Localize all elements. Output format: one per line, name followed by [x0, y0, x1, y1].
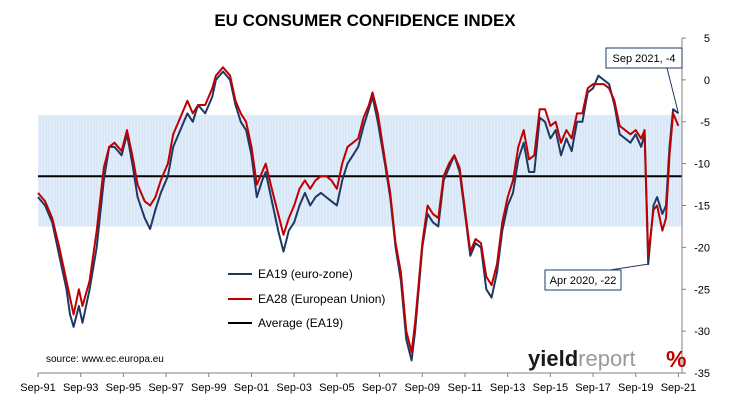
- legend: EA19 (euro-zone) EA28 (European Union) A…: [228, 267, 385, 330]
- y-tick-label: -25: [694, 284, 710, 296]
- x-tick-label: Sep-07: [362, 382, 397, 394]
- annotation-box: [544, 269, 622, 291]
- annotation-label: Apr 2020, -22: [550, 275, 617, 287]
- brand-text-report: report: [578, 346, 635, 371]
- x-tick-label: Sep-93: [63, 382, 98, 394]
- x-tick-label: Sep-09: [405, 382, 440, 394]
- legend-label-ea19: EA19 (euro-zone): [258, 267, 353, 281]
- legend-label-average: Average (EA19): [258, 316, 343, 330]
- annotation-leader: [666, 67, 679, 114]
- y-tick-label: -15: [694, 201, 710, 213]
- y-axis-ticks: 5 0 -5 -10 -15 -20 -25 -30 -35: [682, 33, 710, 380]
- chart-title: EU CONSUMER CONFIDENCE INDEX: [214, 11, 516, 30]
- source-note: source: www.ec.europa.eu: [46, 354, 164, 365]
- x-tick-label: Sep-19: [618, 382, 653, 394]
- annotation-label: Sep 2021, -4: [613, 53, 676, 65]
- annotation-box: [605, 47, 683, 69]
- annotations: Sep 2021, -4 Apr 2020, -22: [544, 47, 683, 291]
- y-tick-label: 5: [704, 33, 710, 45]
- y-tick-label: -10: [694, 159, 710, 171]
- series-line-ea19: [37, 70, 680, 362]
- annotation-leader: [609, 263, 649, 271]
- x-tick-label: Sep-91: [20, 382, 55, 394]
- brand-text-yield: yield: [528, 346, 578, 371]
- y-tick-label: -35: [694, 368, 710, 380]
- series-lines: [37, 66, 680, 362]
- x-tick-label: Sep-95: [106, 382, 141, 394]
- legend-label-ea28: EA28 (European Union): [258, 292, 385, 306]
- x-axis-ticks: Sep-91 Sep-93 Sep-95 Sep-97 Sep-99 Sep-01 Sep-…: [20, 373, 696, 394]
- x-tick-label: Sep-11: [448, 382, 483, 394]
- svg-text:yieldreport: yieldreport: [528, 346, 636, 371]
- y-tick-label: -5: [700, 117, 710, 129]
- brand-percent-icon: %: [666, 346, 686, 372]
- x-tick-label: Sep-17: [575, 382, 610, 394]
- y-tick-label: 0: [704, 75, 710, 87]
- x-tick-label: Sep-05: [319, 382, 354, 394]
- brand-logo: yieldreport %: [528, 346, 686, 372]
- x-tick-label: Sep-97: [148, 382, 183, 394]
- x-tick-label: Sep-03: [276, 382, 311, 394]
- x-tick-label: Sep-13: [490, 382, 525, 394]
- x-tick-label: Sep-99: [191, 382, 226, 394]
- x-tick-label: Sep-15: [533, 382, 568, 394]
- y-tick-label: -30: [694, 326, 710, 338]
- series-line-ea28: [37, 66, 680, 354]
- x-tick-label: Sep-01: [234, 382, 269, 394]
- y-tick-label: -20: [694, 242, 710, 254]
- x-tick-label: Sep-21: [661, 382, 696, 394]
